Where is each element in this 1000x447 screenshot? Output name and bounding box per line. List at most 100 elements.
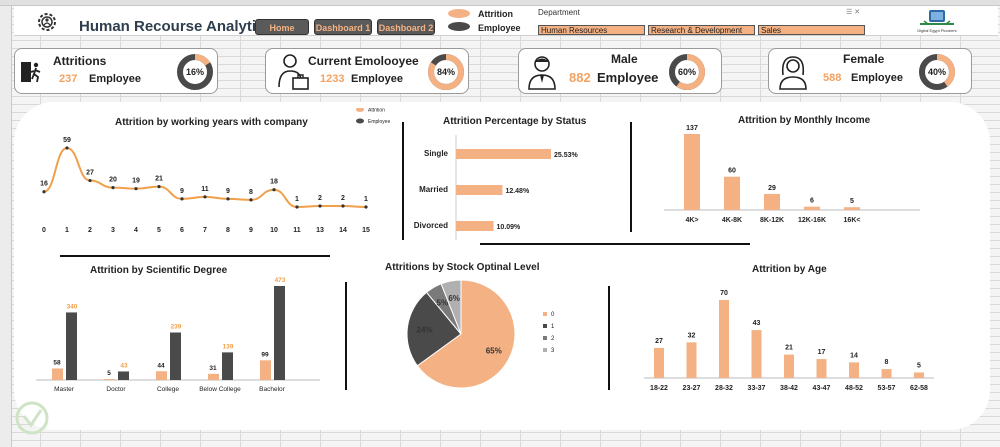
data-label: 16 — [40, 181, 48, 188]
donut-label: 16% — [186, 67, 204, 77]
donut-fill — [428, 54, 464, 90]
bar — [914, 372, 924, 378]
data-point — [180, 197, 184, 201]
bar-chart-degree: 58 340 Master 5 43 Doctor 44 239 College 31 139 Bel… — [36, 277, 320, 393]
bar-chart-income: 137 4K> 60 4K-8K 29 8K-12K 6 12K-16K 5 16K< — [664, 125, 920, 224]
data-point — [88, 178, 92, 183]
legend-attrition-label: Attrition — [478, 9, 513, 19]
data-point — [203, 195, 207, 199]
legend-label: 2 — [551, 336, 555, 342]
donut-label: 60% — [678, 67, 696, 77]
bar-employee — [274, 286, 285, 380]
x-tick-label: Bachelor — [259, 386, 285, 393]
x-tick-label: 9 — [249, 227, 253, 234]
data-label: 59 — [63, 137, 71, 144]
donut-label: 84% — [437, 67, 455, 77]
data-label: 8 — [249, 189, 253, 196]
chart-title-income: Attrition by Monthly Income — [738, 115, 871, 126]
data-label: 27 — [86, 170, 94, 177]
data-label: 137 — [686, 125, 698, 132]
kpi-title: Male — [611, 52, 638, 66]
data-label: 5 — [917, 362, 921, 369]
department-option-sales[interactable]: Sales — [758, 25, 865, 35]
data-point — [318, 204, 322, 208]
x-tick-label: 4K> — [685, 217, 698, 224]
dashboard-2-button[interactable]: Dashboard 2 — [377, 19, 435, 35]
bar-employee — [118, 371, 129, 380]
bar-employee — [170, 332, 181, 380]
data-label: 11 — [201, 186, 209, 193]
x-tick-label: 16K< — [844, 217, 861, 224]
kpi-donut: 84% — [428, 54, 464, 90]
x-tick-label: 6 — [180, 227, 184, 234]
slicer-filter-icon[interactable]: ☰ ✕ — [846, 9, 861, 16]
row-headers — [0, 6, 12, 447]
bar — [804, 206, 820, 210]
bar — [751, 330, 762, 378]
x-tick-label: 12K-16K — [798, 217, 826, 224]
x-tick-label: 10 — [270, 227, 278, 234]
x-tick-label: 7 — [203, 227, 207, 234]
data-label: 60 — [728, 168, 736, 175]
data-point — [249, 198, 253, 202]
legend-label: 1 — [551, 324, 555, 330]
data-point — [134, 187, 138, 191]
chart-title-working-years: Attrition by working years with company — [115, 117, 308, 128]
data-point — [157, 185, 161, 189]
column-headers — [0, 0, 1000, 6]
pie-slice — [440, 279, 462, 335]
kpi-card-attritions: Attritions 237 Employee 16% — [14, 48, 218, 94]
hbar-chart-status: Single 25.53% Married 12.48% Divorced 10.09% — [414, 135, 579, 240]
kpi-card-male: Male 882 Employee 60% — [518, 48, 722, 94]
bar-attrition — [52, 368, 63, 380]
dashboard-1-button[interactable]: Dashboard 1 — [314, 19, 372, 35]
data-label-employee: 473 — [275, 277, 286, 284]
data-label: 6 — [810, 198, 814, 205]
x-tick-label: 4 — [134, 227, 138, 234]
bar — [654, 347, 664, 378]
data-label: 43 — [753, 320, 761, 327]
x-tick-label: 14 — [339, 227, 347, 234]
data-label: 18 — [270, 179, 278, 186]
data-label-employee: 340 — [67, 303, 78, 310]
bar — [456, 185, 503, 195]
watermark-logo — [15, 401, 49, 435]
data-label-attrition: 99 — [261, 351, 269, 358]
bar-chart-age: 27 18-22 32 23-27 70 28-32 43 33-37 21 38-42 17 43-… — [644, 290, 934, 392]
kpi-card-female: Female 588 Employee 40% — [768, 48, 972, 94]
legend-swatch — [356, 118, 364, 124]
x-tick-label: 3 — [111, 227, 115, 234]
data-label-attrition: 58 — [53, 359, 61, 366]
data-point — [272, 188, 276, 192]
data-label-attrition: 44 — [157, 362, 165, 369]
legend-label: Employee — [368, 119, 390, 125]
data-point — [295, 205, 299, 209]
female-avatar-icon — [779, 56, 807, 90]
bar — [844, 207, 860, 210]
home-button[interactable]: Home — [255, 19, 309, 35]
kpi-donut: 40% — [919, 54, 955, 90]
x-tick-label: 53-57 — [878, 385, 896, 392]
kpi-value: 882 — [569, 70, 591, 85]
chart-title-status: Attrition Percentage by Status — [443, 116, 587, 127]
department-option-rd[interactable]: Research & Development — [648, 25, 755, 35]
x-tick-label: 11 — [293, 227, 301, 234]
donut-label: 40% — [928, 67, 946, 77]
data-label: 9 — [226, 188, 230, 195]
bar-attrition — [156, 371, 167, 380]
data-label: 32 — [688, 332, 696, 339]
exit-door-icon — [21, 62, 41, 83]
x-tick-label: College — [157, 386, 179, 393]
data-label: 1 — [295, 196, 299, 203]
bar — [816, 359, 827, 378]
chart-title-degree: Attrition by Scientific Degree — [90, 265, 228, 276]
data-label: 21 — [785, 345, 793, 352]
bar — [456, 221, 494, 231]
bar-attrition — [104, 379, 115, 380]
department-option-hr[interactable]: Human Resources — [538, 25, 645, 35]
legend-swatch — [356, 108, 364, 112]
data-point — [42, 190, 46, 194]
x-tick-label: Master — [54, 386, 75, 393]
data-point — [341, 204, 345, 208]
kpi-value: 237 — [59, 73, 78, 85]
